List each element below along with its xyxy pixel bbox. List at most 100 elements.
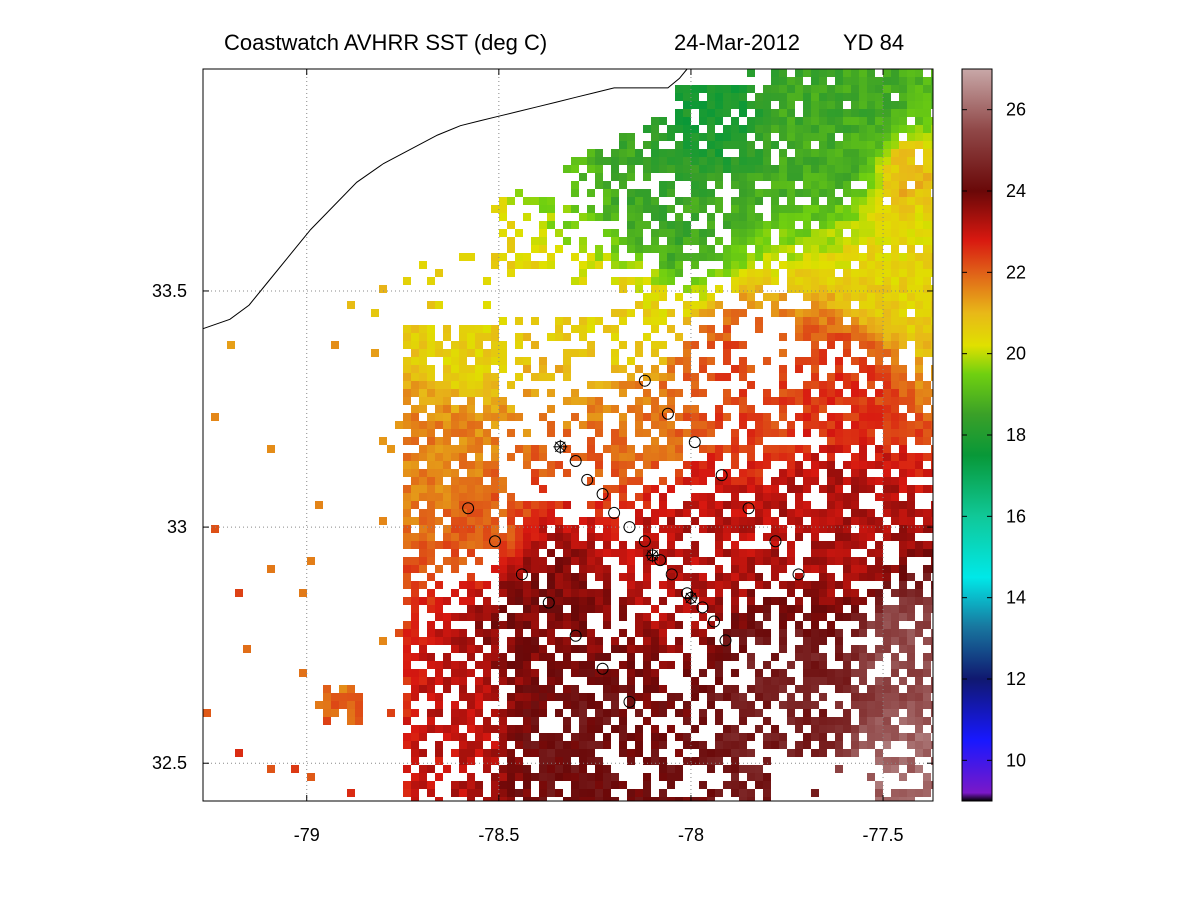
sst-cell [771, 181, 779, 189]
sst-cell [667, 437, 675, 445]
sst-cell [587, 645, 595, 653]
sst-cell [515, 357, 523, 365]
sst-cell [611, 549, 619, 557]
sst-cell [931, 133, 933, 141]
sst-cell [915, 749, 923, 757]
sst-cell [779, 613, 787, 621]
sst-cell [531, 709, 539, 717]
sst-cell [891, 253, 899, 261]
sst-cell [891, 149, 899, 157]
sst-cell [443, 325, 451, 333]
sst-cell [467, 757, 475, 765]
sst-cell [731, 157, 739, 165]
sst-cell [899, 157, 907, 165]
sst-cell [763, 485, 771, 493]
sst-cell [787, 229, 795, 237]
sst-cell [819, 461, 827, 469]
sst-cell [707, 373, 715, 381]
sst-cell [691, 421, 699, 429]
sst-cell [715, 661, 723, 669]
sst-cell [827, 309, 835, 317]
sst-cell [811, 317, 819, 325]
sst-cell [683, 141, 691, 149]
sst-cell [523, 509, 531, 517]
sst-cell [899, 229, 907, 237]
sst-cell [475, 749, 483, 757]
sst-cell [795, 173, 803, 181]
sst-cell [603, 501, 611, 509]
sst-cell [891, 613, 899, 621]
sst-cell [715, 285, 723, 293]
sst-cell [739, 373, 747, 381]
sst-cell [699, 637, 707, 645]
sst-cell [899, 605, 907, 613]
sst-cell [515, 653, 523, 661]
sst-cell [667, 261, 675, 269]
sst-cell [931, 373, 933, 381]
sst-cell [811, 669, 819, 677]
sst-cell [811, 725, 819, 733]
sst-cell [859, 93, 867, 101]
sst-cell [555, 677, 563, 685]
sst-cell [731, 757, 739, 765]
sst-cell [835, 581, 843, 589]
sst-cell [763, 133, 771, 141]
sst-cell [835, 749, 843, 757]
sst-cell [531, 597, 539, 605]
sst-cell [875, 357, 883, 365]
sst-cell [899, 789, 907, 797]
sst-cell [451, 485, 459, 493]
sst-cell [419, 469, 427, 477]
sst-cell [915, 205, 923, 213]
sst-cell [459, 709, 467, 717]
sst-cell [851, 565, 859, 573]
sst-cell [795, 165, 803, 173]
sst-cell [403, 461, 411, 469]
sst-cell [931, 349, 933, 357]
sst-cell [891, 797, 899, 801]
sst-cell [779, 685, 787, 693]
sst-cell [715, 477, 723, 485]
sst-cell [755, 485, 763, 493]
sst-cell [883, 533, 891, 541]
sst-cell [723, 445, 731, 453]
sst-cell [907, 501, 915, 509]
sst-cell [827, 461, 835, 469]
sst-cell [707, 509, 715, 517]
sst-cell [475, 373, 483, 381]
sst-cell [595, 413, 603, 421]
sst-cell [531, 605, 539, 613]
sst-cell [459, 477, 467, 485]
sst-cell [579, 549, 587, 557]
sst-cell [683, 117, 691, 125]
sst-cell [595, 557, 603, 565]
sst-cell [683, 93, 691, 101]
sst-cell [571, 605, 579, 613]
sst-cell [851, 741, 859, 749]
sst-cell [571, 413, 579, 421]
sst-cell [523, 581, 531, 589]
sst-cell [547, 613, 555, 621]
sst-cell [611, 357, 619, 365]
sst-cell [875, 237, 883, 245]
sst-cell [459, 501, 467, 509]
sst-cell [491, 629, 499, 637]
sst-cell [755, 317, 763, 325]
sst-cell [907, 205, 915, 213]
sst-cell [907, 653, 915, 661]
sst-cell [483, 517, 491, 525]
sst-cell [811, 717, 819, 725]
sst-cell [427, 509, 435, 517]
sst-cell [635, 517, 643, 525]
sst-cell [811, 789, 819, 797]
sst-cell [467, 581, 475, 589]
sst-cell [883, 701, 891, 709]
sst-cell [843, 165, 851, 173]
sst-cell [795, 717, 803, 725]
sst-cell [747, 565, 755, 573]
sst-cell [875, 149, 883, 157]
sst-cell [411, 597, 419, 605]
sst-cell [747, 365, 755, 373]
sst-cell [723, 389, 731, 397]
sst-cell [435, 669, 443, 677]
